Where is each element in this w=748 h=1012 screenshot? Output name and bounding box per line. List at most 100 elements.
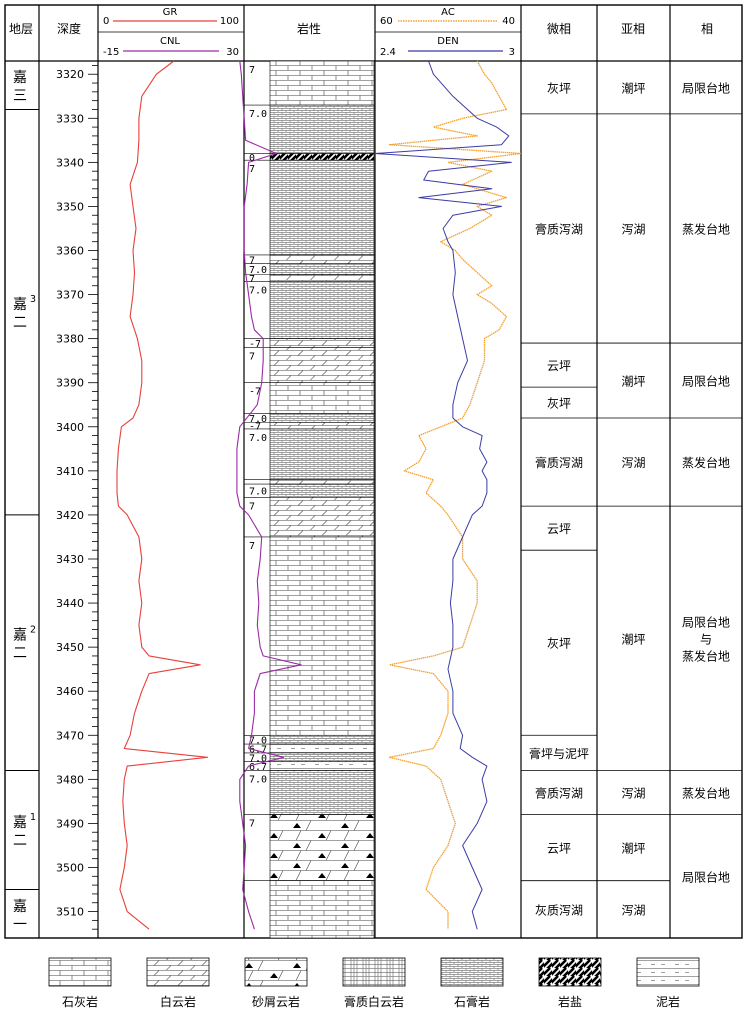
stratum-label: 三 (13, 88, 27, 104)
legend-label: 白云岩 (160, 994, 196, 1009)
legend-label: 岩盐 (558, 994, 582, 1009)
subfacies-label: 泻湖 (621, 786, 645, 801)
microfacies-label: 灰坪 (547, 397, 571, 411)
subfacies-label: 潮坪 (621, 80, 645, 95)
lithology-bed-label: 7.0 (249, 285, 267, 296)
lithology-bed-label: 7.0 (249, 736, 267, 747)
depth-tick-label: 3430 (56, 553, 84, 566)
lithology-bed-label: -7 (249, 339, 261, 350)
legend-swatch-mudstone (636, 957, 700, 987)
lithology-bed (269, 281, 375, 339)
depth-tick-label: 3440 (56, 597, 84, 610)
lithology-bed-label: 6.7 (249, 744, 267, 755)
microfacies-label: 云坪 (547, 522, 571, 536)
cnl-curve (236, 60, 302, 930)
den-curve (374, 60, 512, 930)
depth-tick-label: 3330 (56, 112, 84, 125)
lithology-bed (269, 496, 375, 538)
legend-label: 砂屑云岩 (252, 994, 300, 1009)
legend-label: 泥岩 (656, 994, 680, 1009)
microfacies-label: 灰坪 (547, 81, 571, 95)
legend-label: 石灰岩 (62, 994, 98, 1009)
lithology-bed (269, 104, 375, 154)
lithology-bed (269, 483, 375, 498)
stratum-superscript: 3 (30, 294, 36, 305)
lithology-bed-label: 7.0 (249, 487, 267, 498)
lithology-bed-label: 7.0 (249, 265, 267, 276)
subfacies-label: 潮坪 (621, 631, 645, 646)
legend-swatch-dolomite-breccia (244, 957, 308, 987)
depth-tick-label: 3450 (56, 641, 84, 654)
lithology-column: 77.00777.077.0-77-77.0-77.07.0777.06.77.… (244, 60, 375, 939)
legend-swatch-rock-salt (538, 957, 602, 987)
lithology-bed-label: 7 (249, 351, 255, 362)
stratum-label: 二 (13, 315, 27, 331)
lithology-bed-label: 7 (249, 255, 255, 266)
lithology-bed (269, 761, 375, 771)
cnl-scale-max: 30 (226, 47, 239, 58)
lithology-bed-label: 7.0 (249, 109, 267, 120)
stratum-superscript: 2 (30, 625, 36, 636)
den-scale-max: 3 (509, 47, 515, 58)
depth-tick-label: 3500 (56, 861, 84, 874)
header-microfacies: 微相 (547, 22, 571, 36)
header-stratum: 地层 (9, 22, 33, 36)
stratum-label: 嘉 (13, 815, 27, 831)
microfacies-label: 膏坪与泥坪 (529, 746, 589, 761)
legend-swatch-limestone (48, 957, 112, 987)
header-depth: 深度 (57, 21, 81, 36)
lithology-bed-label: 7 (249, 164, 255, 175)
subfacies-label: 潮坪 (621, 841, 645, 856)
stratum-superscript: 1 (30, 812, 36, 823)
lithology-bed (269, 422, 375, 430)
cnl-series-label: CNL (160, 36, 180, 47)
facies-label: 蒸发台地 (682, 221, 730, 236)
depth-tick-label: 3410 (56, 465, 84, 478)
lithology-bed-label: 7.0 (249, 775, 267, 786)
lithology-legend: 石灰岩 白云岩 砂屑云岩 膏质白云岩 石膏岩 岩盐 泥岩 (48, 957, 700, 1009)
ac-scale-min: 60 (380, 16, 393, 27)
lithology-bed (269, 479, 375, 485)
stratum-label: 嘉 (13, 297, 27, 313)
subfacies-label: 泻湖 (621, 902, 645, 917)
lithology-bed-label: 7 (249, 819, 255, 830)
legend-label: 石膏岩 (454, 994, 490, 1009)
facies-label: 局限台地 (682, 374, 730, 389)
lithology-bed (269, 347, 375, 384)
depth-tick-label: 3400 (56, 421, 84, 434)
facies-label: 局限台地 (682, 614, 730, 629)
depth-tick-label: 3490 (56, 817, 84, 830)
lithology-bed-label: 7.0 (249, 414, 267, 425)
stratum-label: 嘉 (13, 70, 27, 86)
stratum-label: 嘉 (13, 628, 27, 644)
lithology-bed (269, 159, 375, 256)
lithology-bed (269, 734, 375, 745)
depth-tick-label: 3420 (56, 509, 84, 522)
gr-curve (116, 60, 209, 930)
microfacies-label: 灰坪 (547, 637, 571, 651)
gr-series-label: GR (163, 7, 178, 18)
lithology-bed-label: 7.0 (249, 433, 267, 444)
lithology-bed (269, 880, 375, 939)
depth-tick-label: 3510 (56, 906, 84, 919)
lithology-bed (269, 274, 375, 282)
lithology-bed-label: 7 (249, 541, 255, 552)
header-subfacies: 亚相 (621, 22, 645, 36)
subfacies-label: 潮坪 (621, 374, 645, 389)
facies-label: 蒸发台地 (682, 648, 730, 663)
table-header: 地层 深度 岩性 微相 亚相 相 GR 0 100 CNL -15 30 AC … (9, 7, 713, 58)
ac-curve (388, 60, 522, 930)
lithology-bed-label: -7 (249, 387, 261, 398)
lithology-bed (269, 428, 375, 480)
lithology-bed-label: 7.0 (249, 753, 267, 764)
microfacies-label: 膏质泻湖 (535, 786, 583, 801)
depth-axis: 3320 3330 3340 3350 3360 3370 3380 3390 3400 3410… (56, 65, 98, 930)
subfacies-label: 泻湖 (621, 221, 645, 236)
stratum-label: 二 (13, 833, 27, 849)
header-facies: 相 (701, 22, 713, 36)
lithology-bed (269, 770, 375, 815)
facies-label: 局限台地 (682, 80, 730, 95)
lithology-bed (269, 263, 375, 276)
